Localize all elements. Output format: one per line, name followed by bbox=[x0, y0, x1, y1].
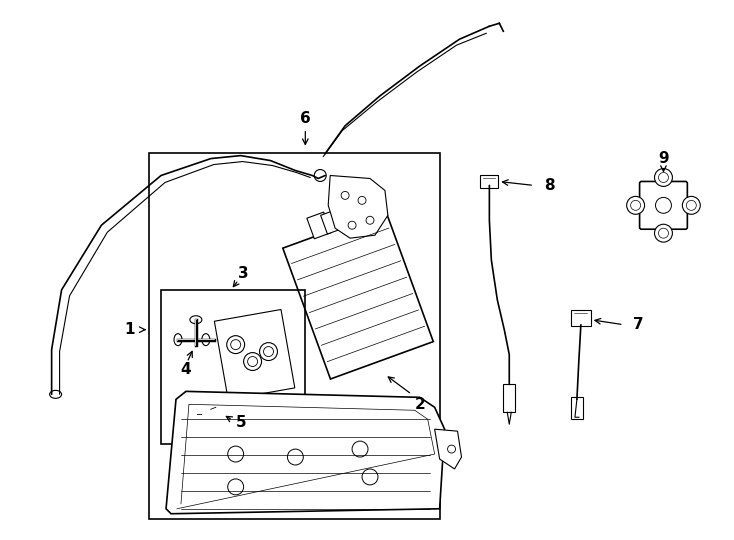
Ellipse shape bbox=[190, 316, 202, 323]
Circle shape bbox=[352, 441, 368, 457]
Text: 3: 3 bbox=[239, 266, 249, 281]
Text: 9: 9 bbox=[658, 151, 669, 166]
Circle shape bbox=[228, 479, 244, 495]
Ellipse shape bbox=[631, 200, 641, 210]
Bar bbox=[283, 211, 433, 379]
Circle shape bbox=[288, 449, 303, 465]
FancyBboxPatch shape bbox=[639, 181, 687, 229]
Bar bbox=[307, 212, 331, 239]
Bar bbox=[571, 310, 591, 326]
Ellipse shape bbox=[190, 403, 228, 425]
Circle shape bbox=[260, 342, 277, 361]
Ellipse shape bbox=[50, 390, 62, 399]
Circle shape bbox=[247, 356, 258, 367]
Circle shape bbox=[366, 217, 374, 224]
Circle shape bbox=[358, 197, 366, 204]
Circle shape bbox=[655, 198, 672, 213]
Circle shape bbox=[362, 469, 378, 485]
Ellipse shape bbox=[174, 334, 182, 346]
Bar bbox=[504, 384, 515, 412]
Text: 1: 1 bbox=[124, 322, 134, 337]
Ellipse shape bbox=[686, 200, 697, 210]
Text: 8: 8 bbox=[544, 178, 554, 193]
Ellipse shape bbox=[202, 334, 210, 346]
Ellipse shape bbox=[627, 197, 644, 214]
Circle shape bbox=[228, 446, 244, 462]
Text: 7: 7 bbox=[633, 317, 644, 332]
Bar bbox=[571, 397, 583, 419]
Ellipse shape bbox=[658, 228, 669, 238]
Circle shape bbox=[348, 221, 356, 229]
Circle shape bbox=[227, 336, 244, 354]
Bar bbox=[214, 309, 295, 400]
Text: 6: 6 bbox=[300, 111, 310, 126]
Circle shape bbox=[448, 445, 456, 453]
Bar bbox=[149, 153, 440, 519]
Ellipse shape bbox=[683, 197, 700, 214]
Polygon shape bbox=[166, 392, 445, 514]
Ellipse shape bbox=[655, 224, 672, 242]
Circle shape bbox=[230, 340, 241, 349]
Circle shape bbox=[314, 170, 326, 181]
Text: 5: 5 bbox=[236, 415, 246, 430]
Ellipse shape bbox=[658, 172, 669, 183]
Circle shape bbox=[341, 191, 349, 199]
Circle shape bbox=[264, 347, 274, 356]
Polygon shape bbox=[435, 429, 462, 469]
Text: 2: 2 bbox=[415, 397, 425, 412]
Text: 4: 4 bbox=[181, 362, 192, 377]
Ellipse shape bbox=[655, 168, 672, 186]
Bar bbox=[481, 176, 498, 188]
Circle shape bbox=[244, 353, 261, 370]
Polygon shape bbox=[328, 176, 388, 238]
Bar bbox=[161, 290, 305, 444]
Bar bbox=[321, 210, 342, 234]
